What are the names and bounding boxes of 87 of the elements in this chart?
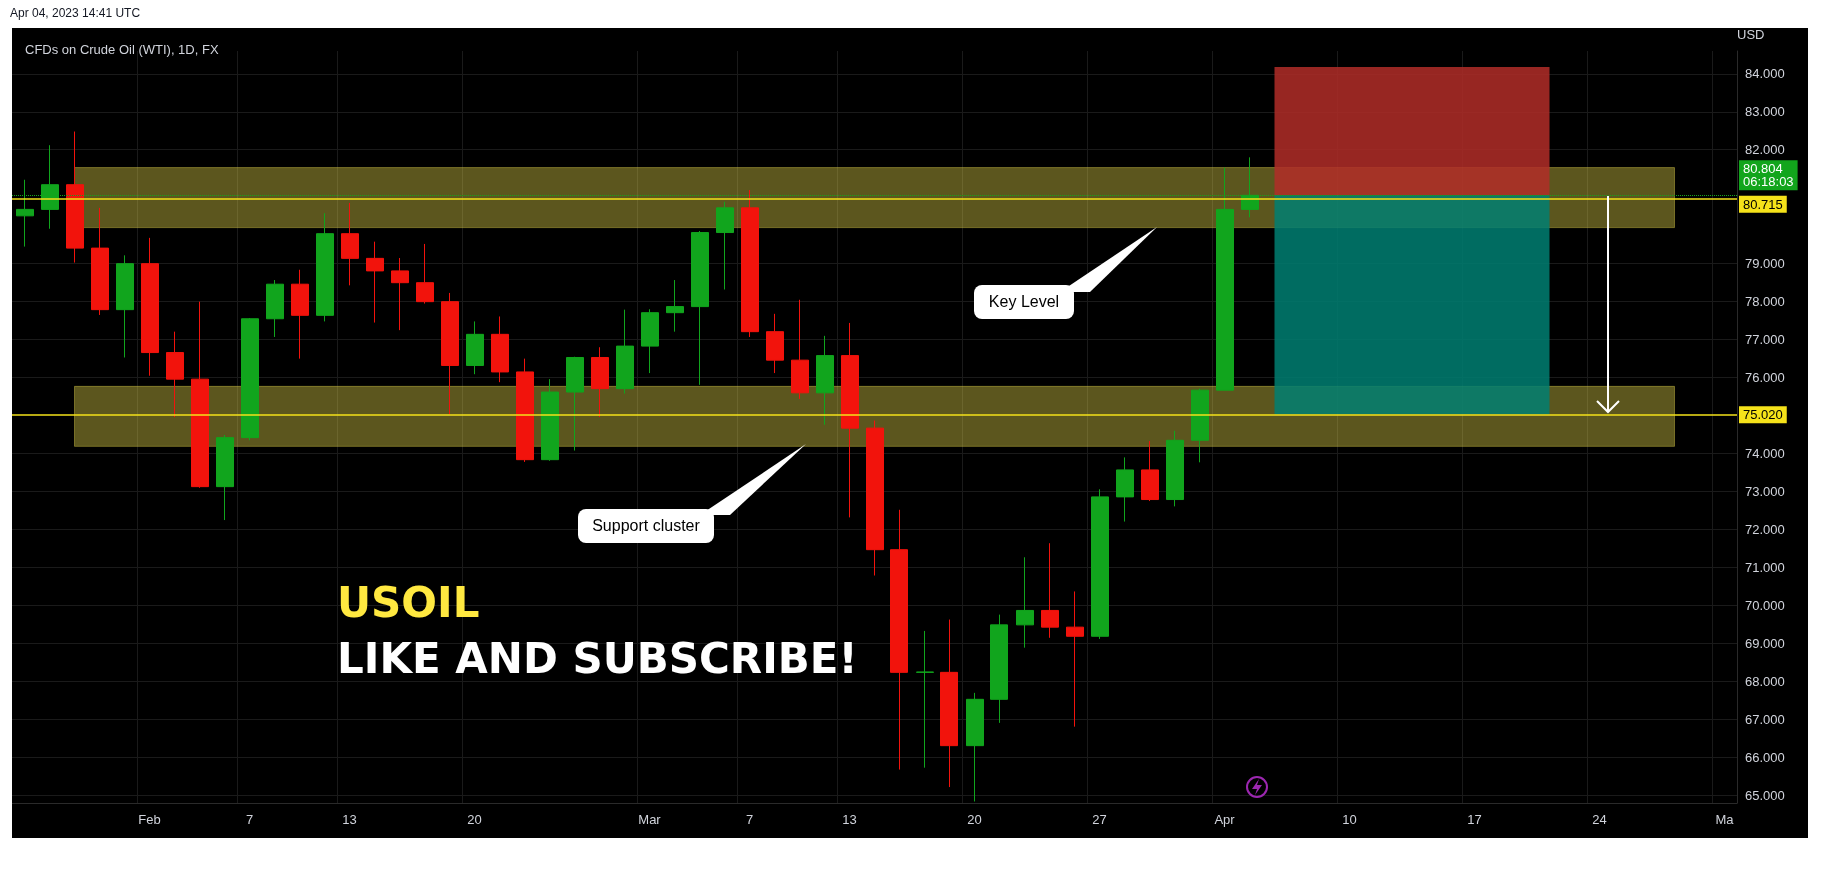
y-tick-label: 68.000 — [1745, 673, 1785, 689]
candlestick — [1091, 488, 1109, 640]
ref-line-label: 80.715 — [1743, 196, 1783, 212]
x-tick-label: 10 — [1342, 812, 1357, 827]
x-tick-label: 7 — [245, 812, 254, 827]
candlestick — [1041, 542, 1059, 639]
candlestick — [466, 320, 484, 375]
y-tick-label: 78.000 — [1745, 294, 1785, 310]
annotation: Support cluster — [578, 509, 714, 543]
x-tick-label: 27 — [1092, 812, 1107, 827]
candlestick — [1166, 430, 1184, 507]
candlestick — [816, 335, 834, 426]
candlestick — [966, 692, 984, 802]
candlestick — [890, 509, 908, 771]
y-tick-label: 65.000 — [1745, 787, 1785, 803]
x-tick-label: 17 — [1467, 812, 1482, 827]
y-tick-label: 79.000 — [1745, 256, 1785, 272]
candlestick — [66, 131, 84, 264]
candlestick — [316, 212, 334, 322]
chart-subtitle: Apr 04, 2023 14:41 UTC — [10, 6, 141, 20]
x-tick-label: Feb — [138, 812, 161, 827]
y-tick-label: 67.000 — [1745, 711, 1785, 727]
y-tick-label: 83.000 — [1745, 104, 1785, 120]
candlestick — [940, 619, 958, 788]
ref-line-label: 80.804 06:18:03 — [1743, 161, 1794, 190]
candlestick — [541, 378, 559, 462]
y-tick-label: 71.000 — [1745, 560, 1785, 576]
ref-line-label: 75.020 — [1743, 407, 1783, 423]
candlestick — [766, 313, 784, 374]
candlestick — [1066, 590, 1084, 728]
candlestick — [616, 309, 634, 395]
candlestick — [241, 317, 259, 441]
y-tick-label: 84.000 — [1745, 66, 1785, 82]
y-tick-label: 82.000 — [1745, 142, 1785, 158]
annotation: USOIL — [337, 578, 480, 627]
y-tick-label: 73.000 — [1745, 484, 1785, 500]
x-tick-label: 20 — [467, 812, 482, 827]
candlestick — [216, 434, 234, 521]
x-tick-label: Mar — [638, 812, 662, 827]
candlestick — [716, 201, 734, 291]
candlestick — [990, 614, 1008, 724]
candlestick — [391, 257, 409, 331]
candlestick — [266, 279, 284, 338]
candlestick — [791, 299, 809, 400]
candlestick — [866, 420, 884, 576]
candlestick — [116, 254, 134, 358]
y-tick-label: 76.000 — [1745, 370, 1785, 386]
candlestick — [566, 356, 584, 452]
candlestick — [166, 331, 184, 418]
x-tick-label: 24 — [1592, 812, 1607, 827]
candlestick — [641, 308, 659, 374]
candlestick — [1191, 388, 1209, 463]
chart-title: CFDs on Crude Oil (WTI), 1D, FX — [25, 42, 219, 57]
x-tick-label: Apr — [1214, 812, 1236, 827]
x-tick-label: 7 — [745, 812, 754, 827]
candlestick — [491, 315, 509, 383]
y-tick-label: 70.000 — [1745, 598, 1785, 614]
candlestick — [141, 237, 159, 377]
annotation: Key Level — [974, 285, 1074, 319]
x-tick-label: 20 — [967, 812, 982, 827]
candlestick — [1016, 556, 1034, 649]
x-tick-label: Ma — [1715, 812, 1735, 827]
annotation: LIKE AND SUBSCRIBE! — [337, 634, 858, 683]
candlestick — [741, 189, 759, 338]
candlestick — [91, 207, 109, 316]
candlestick — [441, 292, 459, 415]
x-tick-label: 13 — [342, 812, 357, 827]
candlestick — [691, 230, 709, 386]
y-tick-label: 69.000 — [1745, 635, 1785, 651]
candlestick — [1141, 440, 1159, 502]
candlestick — [666, 279, 684, 333]
candlestick — [191, 301, 209, 489]
candlestick — [291, 269, 309, 360]
y-tick-label: 74.000 — [1745, 446, 1785, 462]
y-axis-title: USD — [1737, 27, 1765, 42]
y-tick-label: 66.000 — [1745, 749, 1785, 765]
candlestick — [366, 241, 384, 324]
y-tick-label: 72.000 — [1745, 522, 1785, 538]
y-tick-label: 77.000 — [1745, 332, 1785, 348]
candlestick — [841, 322, 859, 518]
candlestick — [416, 243, 434, 305]
candlestick — [1116, 456, 1134, 523]
x-tick-label: 13 — [842, 812, 857, 827]
candlestick — [516, 358, 534, 463]
candlestick — [916, 630, 934, 769]
candlestick — [341, 202, 359, 286]
candlestick — [591, 346, 609, 418]
